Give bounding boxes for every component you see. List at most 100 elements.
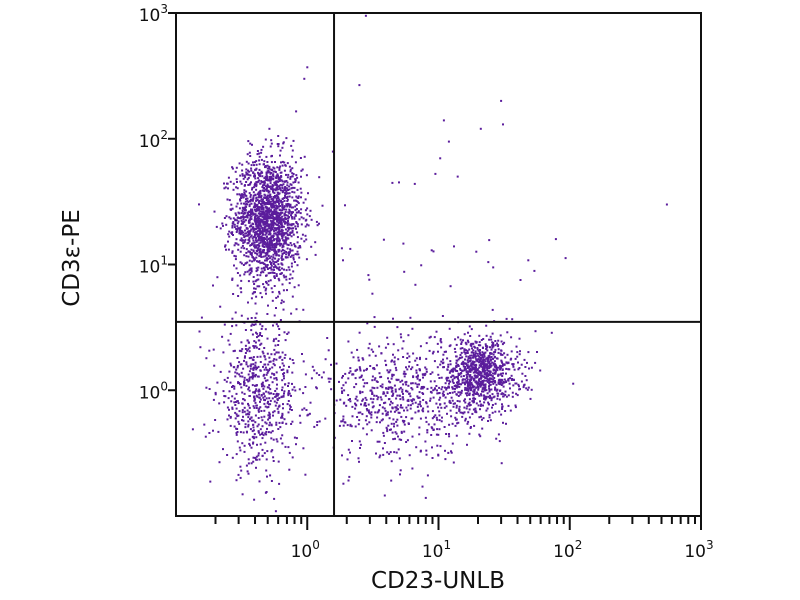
event-point (267, 191, 270, 194)
event-point (463, 411, 466, 414)
event-point (289, 168, 292, 171)
event-point (250, 181, 252, 184)
event-point (486, 378, 489, 381)
event-point (470, 383, 473, 386)
event-point (274, 183, 277, 186)
event-point (262, 365, 264, 368)
event-point (232, 293, 235, 295)
event-point (277, 228, 280, 231)
event-point (470, 388, 473, 391)
event-point (268, 415, 271, 418)
event-point (267, 199, 270, 202)
event-point (250, 215, 253, 218)
event-point (434, 414, 437, 417)
event-point (250, 208, 252, 211)
event-point (329, 377, 332, 380)
event-point (304, 225, 307, 228)
event-point (457, 395, 460, 397)
event-point (363, 369, 365, 372)
event-point (504, 410, 507, 412)
event-point (247, 232, 250, 235)
event-point (279, 212, 282, 214)
event-point (351, 415, 354, 418)
event-point (412, 376, 415, 379)
event-point (243, 212, 246, 215)
event-point (250, 268, 253, 271)
event-point (474, 356, 477, 359)
event-point (262, 210, 265, 213)
event-point (365, 415, 368, 418)
event-point (392, 353, 394, 356)
event-point (287, 394, 290, 397)
event-point (491, 361, 494, 364)
event-point (518, 353, 521, 356)
event-point (218, 402, 221, 405)
event-point (278, 482, 281, 485)
event-point (464, 388, 467, 391)
event-point (252, 197, 255, 200)
event-point (499, 352, 502, 355)
event-point (281, 358, 284, 361)
event-point (235, 401, 237, 403)
event-point (247, 402, 249, 405)
event-point (254, 390, 257, 392)
event-point (234, 404, 237, 406)
event-point (276, 194, 279, 197)
event-point (464, 417, 467, 420)
event-point (405, 390, 408, 393)
event-point (282, 375, 285, 377)
event-point (457, 381, 460, 384)
event-point (264, 432, 267, 435)
event-point (238, 193, 241, 196)
event-point (255, 256, 258, 259)
event-point (271, 248, 273, 251)
event-point (257, 212, 260, 215)
event-point (376, 440, 379, 443)
event-point (381, 406, 384, 409)
event-point (260, 220, 263, 223)
event-point (252, 368, 255, 371)
event-point (266, 222, 269, 224)
event-point (501, 408, 504, 410)
event-point (273, 338, 275, 341)
event-point (398, 438, 401, 441)
event-point (399, 386, 402, 389)
event-point (257, 266, 260, 269)
event-point (283, 197, 286, 199)
event-point (407, 422, 410, 425)
event-point (425, 453, 428, 456)
event-point (266, 161, 269, 163)
event-point (362, 378, 365, 381)
event-point (282, 218, 285, 221)
event-point (255, 331, 257, 334)
event-point (240, 219, 243, 222)
event-point (510, 350, 513, 353)
event-point (253, 257, 256, 260)
event-point (265, 188, 268, 191)
event-point (277, 230, 280, 233)
event-point (472, 401, 475, 404)
event-point (251, 242, 254, 245)
event-point (463, 349, 466, 351)
event-point (254, 233, 257, 236)
event-point (258, 199, 261, 202)
event-point (250, 363, 253, 366)
event-point (265, 430, 268, 433)
event-point (481, 418, 483, 421)
event-point (257, 417, 260, 419)
event-point (243, 184, 246, 187)
event-point (272, 243, 275, 246)
event-point (406, 409, 409, 412)
event-point (439, 338, 442, 340)
event-point (464, 401, 467, 404)
event-point (410, 368, 413, 371)
event-point (421, 485, 424, 488)
event-point (489, 346, 491, 349)
event-point (439, 403, 442, 406)
event-point (279, 426, 282, 429)
event-point (371, 379, 374, 382)
event-point (265, 253, 268, 256)
x-tick-label: 102 (553, 538, 582, 562)
event-point (487, 420, 489, 422)
event-point (455, 404, 458, 407)
